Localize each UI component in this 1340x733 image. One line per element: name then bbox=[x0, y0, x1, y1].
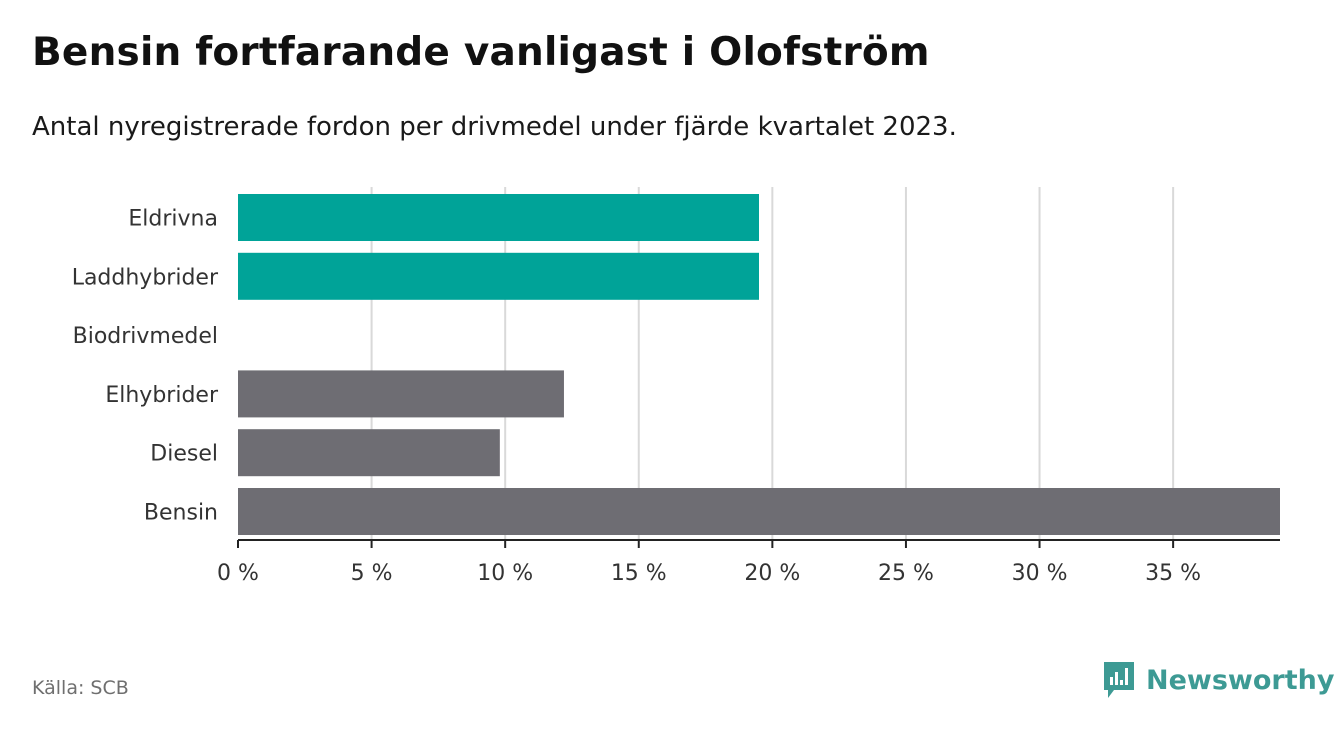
brand-name: Newsworthy bbox=[1146, 664, 1335, 696]
newsworthy-logo: Newsworthy bbox=[1102, 660, 1334, 700]
x-tick-label: 5 % bbox=[351, 561, 393, 586]
x-tick-label: 15 % bbox=[611, 561, 667, 586]
category-label: Elhybrider bbox=[105, 383, 219, 408]
bar-eldrivna bbox=[238, 194, 759, 241]
x-tick-label: 30 % bbox=[1012, 561, 1068, 586]
x-tick-label: 0 % bbox=[217, 561, 259, 586]
category-label: Diesel bbox=[150, 442, 218, 467]
bar-diesel bbox=[238, 429, 500, 477]
bar-chart: Eldrivna Laddhybrider Biodrivmedel Elhybrid… bbox=[72, 187, 1280, 586]
category-label: Bensin bbox=[144, 501, 218, 526]
chart-title: Bensin fortfarande vanligast i Olofström bbox=[32, 30, 930, 75]
x-tick-label: 10 % bbox=[477, 561, 533, 586]
source-note: Källa: SCB bbox=[32, 677, 129, 699]
chart-subtitle: Antal nyregistrerade fordon per drivmede… bbox=[32, 112, 957, 142]
bar-bensin bbox=[238, 488, 1280, 535]
x-tick-label: 20 % bbox=[744, 561, 800, 586]
category-label: Laddhybrider bbox=[72, 265, 219, 290]
category-label: Biodrivmedel bbox=[73, 324, 218, 349]
bar-elhybrider bbox=[238, 370, 564, 418]
newsworthy-logo-icon bbox=[1104, 662, 1134, 698]
category-label: Eldrivna bbox=[128, 207, 218, 232]
x-tick-label: 35 % bbox=[1145, 561, 1201, 586]
bar-laddhybrider bbox=[238, 252, 759, 300]
x-tick-label: 25 % bbox=[878, 561, 934, 586]
